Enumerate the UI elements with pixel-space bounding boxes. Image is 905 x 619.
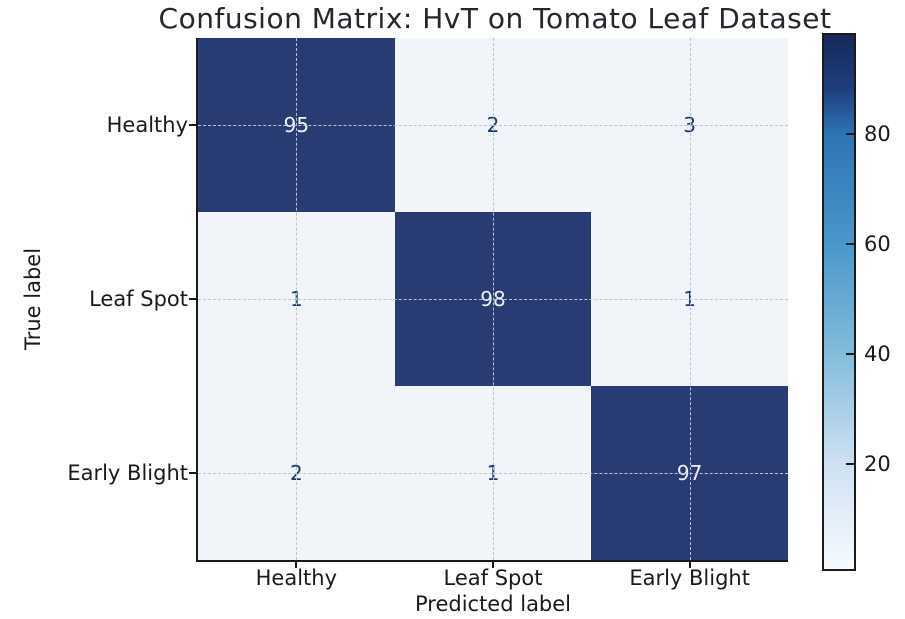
y-axis-tick — [189, 124, 196, 126]
y-axis-tick — [189, 472, 196, 474]
colorbar-tick — [846, 353, 854, 356]
x-axis-tick — [492, 562, 494, 568]
y-tick-label: Early Blight — [67, 461, 188, 485]
x-axis-tick — [295, 562, 298, 568]
x-tick-label: Leaf Spot — [443, 566, 543, 590]
x-axis-tick — [688, 562, 691, 568]
chart-title: Confusion Matrix: HvT on Tomato Leaf Dat… — [158, 2, 832, 35]
x-axis-label: Predicted label — [414, 592, 572, 616]
y-tick-label: Leaf Spot — [89, 287, 188, 311]
colorbar — [822, 33, 856, 571]
gridline-horizontal — [198, 299, 788, 300]
y-tick-label: Healthy — [106, 113, 188, 137]
x-tick-label: Healthy — [255, 566, 338, 590]
colorbar-tick — [846, 243, 854, 246]
colorbar-tick-label: 60 — [864, 232, 891, 257]
x-tick-label: Early Blight — [629, 566, 750, 590]
colorbar-tick — [846, 133, 854, 136]
heatmap-plot-area: 95 2 3 1 98 1 2 1 97 — [196, 38, 788, 562]
y-axis-tick — [189, 298, 196, 300]
colorbar-tick-label: 40 — [864, 342, 891, 367]
gridline-vertical — [689, 38, 691, 560]
colorbar-tick-label: 20 — [864, 452, 891, 477]
colorbar-tick-label: 80 — [864, 122, 891, 147]
y-axis-label: True label — [21, 247, 45, 351]
gridline-horizontal — [198, 473, 788, 474]
colorbar-tick — [846, 463, 854, 466]
